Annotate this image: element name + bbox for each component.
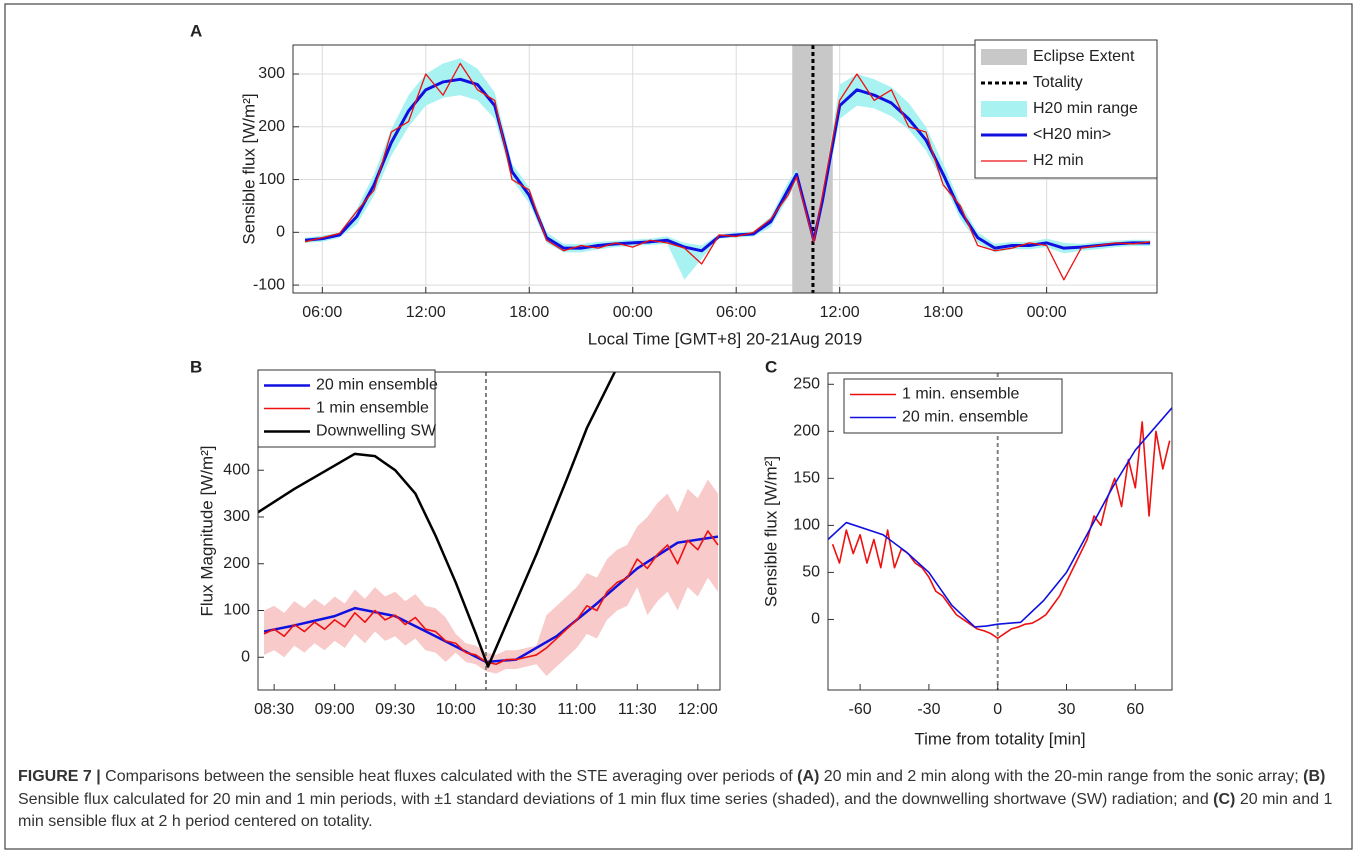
plot-frame <box>827 372 1173 691</box>
x-tick-label: 09:00 <box>315 701 355 718</box>
legend-box <box>843 378 1063 434</box>
x-tick-label: 18:00 <box>509 304 549 321</box>
legend-label: <H20 min> <box>1033 126 1111 143</box>
x-tick-label: -30 <box>917 701 940 718</box>
x-tick-label: 11:00 <box>557 701 596 718</box>
x-tick-label: 12:00 <box>678 701 718 718</box>
y-tick-label: 100 <box>258 171 285 188</box>
y-tick-label: 0 <box>811 611 820 628</box>
plot-layer <box>293 45 1157 293</box>
y-tick-label: 400 <box>223 461 250 478</box>
caption-text: (B) <box>1303 768 1326 785</box>
caption-text: Comparisons between the sensible heat fl… <box>100 768 798 785</box>
x-tick-label: 10:00 <box>436 701 476 718</box>
figure-border <box>4 3 1353 850</box>
y-tick-label: 0 <box>241 648 250 665</box>
y-axis-label: Flux Magnitude [W/m²] <box>197 446 216 617</box>
y-tick-label: 100 <box>223 602 250 619</box>
x-tick-label: 18:00 <box>923 304 963 321</box>
x-tick-label: 0 <box>993 701 1002 718</box>
y-tick-label: 150 <box>793 470 820 487</box>
caption-text: 20 min and 1 min sensible flux at 2 h pe… <box>18 790 1337 831</box>
caption-text: (C) <box>1213 790 1236 808</box>
caption-text: Sensible flux calculated for 20 min and … <box>18 768 1330 808</box>
x-axis-label: Local Time [GMT+8] 20-21Aug 2019 <box>588 329 863 348</box>
series-line <box>304 77 1151 253</box>
legend-label: Totality <box>1033 74 1083 91</box>
caption-text: 20 min and 2 min along with the 20-min r… <box>819 768 1304 785</box>
legend-label: 1 min. ensemble <box>902 386 1019 403</box>
x-tick-label: 60 <box>1126 701 1144 718</box>
y-axis-label: Sensible flux [W/m²] <box>239 93 258 244</box>
range-band <box>264 479 718 676</box>
y-tick-label: 250 <box>793 376 820 393</box>
x-tick-label: -60 <box>849 701 872 718</box>
x-tick-label: 00:00 <box>613 304 653 321</box>
legend-label: 20 min. ensemble <box>902 409 1028 426</box>
series-line <box>831 421 1171 640</box>
x-axis-label: Time from totality [min] <box>914 729 1085 748</box>
caption: FIGURE 7 | Comparisons between the sensi… <box>18 766 1340 834</box>
series-line <box>304 62 1151 281</box>
legend-label: 20 min ensemble <box>316 377 438 394</box>
y-tick-label: 300 <box>258 65 285 82</box>
y-tick-label: 200 <box>258 118 285 135</box>
legend-label: H2 min <box>1033 152 1084 169</box>
caption-text: FIGURE 7 | <box>18 768 101 785</box>
legend-label: Eclipse Extent <box>1033 48 1135 65</box>
legend-swatch <box>981 49 1027 65</box>
y-tick-label: 50 <box>802 564 820 581</box>
y-tick-label: 100 <box>793 517 820 534</box>
x-tick-label: 10:30 <box>496 701 536 718</box>
y-axis-label: Sensible flux [W/m²] <box>761 456 780 607</box>
panel-label: C <box>765 357 777 376</box>
y-tick-label: 300 <box>223 508 250 525</box>
legend-label: H20 min range <box>1033 100 1138 117</box>
y-tick-label: 200 <box>793 423 820 440</box>
x-tick-label: 06:00 <box>302 304 342 321</box>
panel-label: B <box>190 357 202 376</box>
y-tick-label: -100 <box>253 276 285 293</box>
panel-label: A <box>190 21 202 40</box>
y-tick-label: 200 <box>223 555 250 572</box>
x-tick-label: 00:00 <box>1027 304 1067 321</box>
x-tick-label: 09:30 <box>375 701 415 718</box>
x-tick-label: 12:00 <box>406 304 446 321</box>
x-tick-label: 11:30 <box>618 701 657 718</box>
series-line <box>828 407 1172 628</box>
series-line <box>258 372 617 668</box>
x-tick-label: 08:30 <box>254 701 294 718</box>
plot-frame <box>257 371 721 691</box>
caption-text: (A) <box>797 768 820 785</box>
series-line <box>263 530 719 666</box>
legend-swatch <box>981 101 1027 117</box>
x-tick-label: 30 <box>1058 701 1076 718</box>
legend-label: 1 min ensemble <box>316 400 429 417</box>
legend-label: Downwelling SW <box>316 423 437 440</box>
x-tick-label: 12:00 <box>820 304 860 321</box>
plot-layer <box>258 372 719 690</box>
y-tick-label: 0 <box>276 224 285 241</box>
x-tick-label: 06:00 <box>716 304 756 321</box>
